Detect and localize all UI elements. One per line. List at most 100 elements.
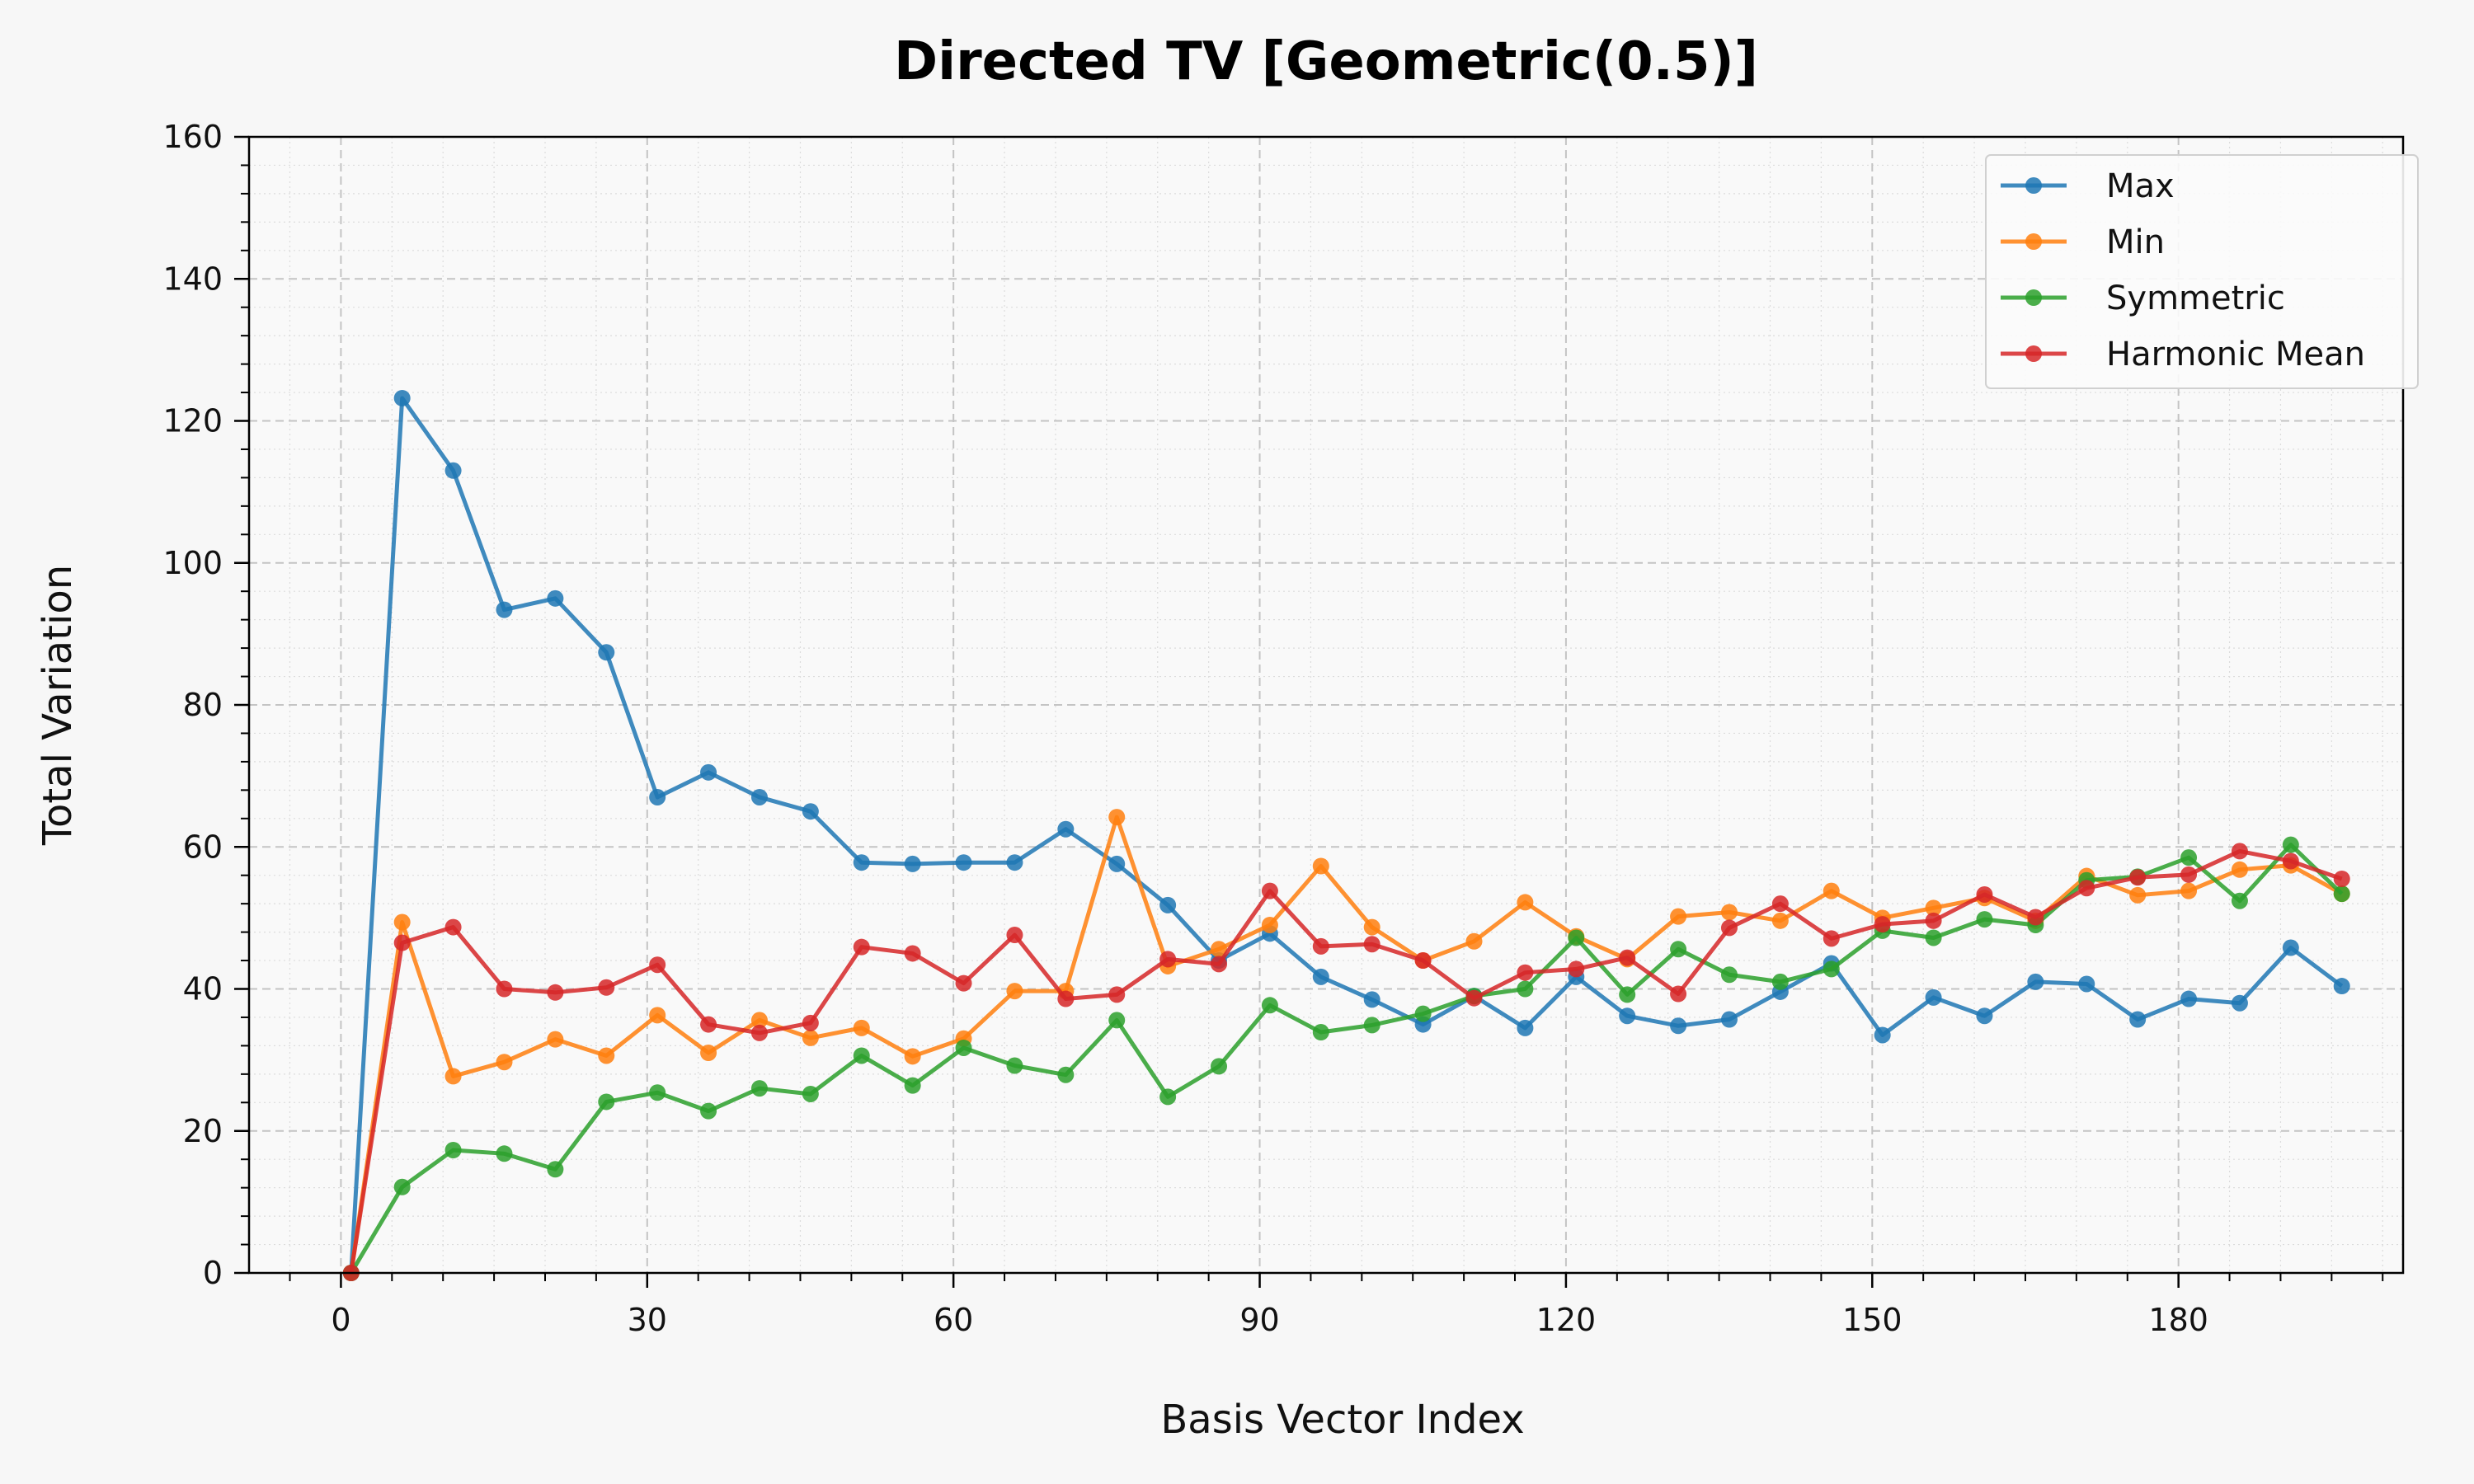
y-tick-label: 80 [183, 687, 223, 723]
data-point-symmetric [802, 1085, 819, 1102]
data-point-max [1976, 1007, 1993, 1025]
data-point-max [393, 389, 411, 406]
data-point-min [598, 1047, 615, 1064]
data-point-max [444, 462, 462, 479]
data-point-max [853, 854, 870, 871]
data-point-symmetric [750, 1080, 768, 1097]
data-point-harmonic-mean [1568, 960, 1585, 978]
data-point-max [1517, 1019, 1534, 1036]
data-point-max [2333, 978, 2350, 995]
data-point-symmetric [904, 1077, 921, 1094]
legend: Max Min Symmetric Harmonic Mean [1985, 154, 2419, 389]
data-point-harmonic-mean [2231, 843, 2248, 860]
data-point-harmonic-mean [1312, 937, 1329, 955]
series-max [342, 389, 2350, 1281]
y-tick-label: 60 [183, 829, 223, 865]
data-point-symmetric [444, 1142, 462, 1159]
data-point-symmetric [1414, 1005, 1432, 1022]
data-point-harmonic-mean [1720, 919, 1738, 937]
data-point-max [700, 763, 717, 781]
data-point-min [1517, 894, 1534, 911]
data-point-max [1159, 896, 1177, 913]
data-point-symmetric [2282, 836, 2299, 853]
data-point-max [1874, 1026, 1891, 1044]
series-line-max [349, 396, 2344, 1274]
data-point-harmonic-mean [1363, 936, 1380, 953]
data-point-min [1465, 932, 1483, 950]
data-point-symmetric [1363, 1017, 1380, 1034]
x-tick-label: 60 [934, 1302, 973, 1338]
x-tick-label: 30 [628, 1302, 667, 1338]
y-tick-label: 20 [183, 1113, 223, 1149]
legend-marker-symmetric [2025, 289, 2042, 306]
data-point-min [1312, 857, 1329, 875]
series-line-min [349, 815, 2343, 1274]
legend-marker-max [2025, 177, 2042, 194]
data-point-symmetric [649, 1084, 666, 1101]
data-point-symmetric [598, 1093, 615, 1111]
data-point-harmonic-mean [1874, 916, 1891, 933]
data-point-max [2027, 973, 2044, 990]
data-point-harmonic-mean [853, 938, 870, 956]
data-point-harmonic-mean [1414, 952, 1432, 970]
data-point-max [2078, 975, 2095, 993]
data-point-symmetric [700, 1102, 717, 1120]
data-point-max [2282, 939, 2299, 956]
data-point-symmetric [2333, 885, 2350, 903]
x-axis-label: Basis Vector Index [1160, 1397, 1524, 1443]
data-point-harmonic-mean [1261, 882, 1278, 899]
data-point-symmetric [2180, 849, 2198, 866]
data-point-max [1108, 855, 1126, 872]
data-point-min [393, 913, 411, 931]
data-point-min [1720, 904, 1738, 921]
data-point-harmonic-mean [496, 980, 513, 998]
data-point-harmonic-mean [1823, 930, 1840, 947]
data-point-max [1619, 1007, 1636, 1025]
data-point-harmonic-mean [1670, 985, 1687, 1003]
data-point-min [853, 1019, 870, 1036]
data-point-harmonic-mean [1517, 964, 1534, 981]
data-point-max [649, 788, 666, 805]
data-point-symmetric [393, 1178, 411, 1195]
data-point-harmonic-mean [1771, 895, 1789, 913]
data-point-symmetric [1720, 966, 1738, 984]
data-point-min [1771, 912, 1789, 929]
data-point-symmetric [1006, 1057, 1023, 1074]
data-point-max [904, 855, 921, 872]
data-point-min [2231, 861, 2248, 878]
data-point-max [1670, 1017, 1687, 1035]
legend-label-harmonic-mean: Harmonic Mean [2106, 336, 2365, 373]
data-point-harmonic-mean [444, 918, 462, 936]
data-point-harmonic-mean [700, 1016, 717, 1033]
y-tick-label: 0 [203, 1255, 223, 1291]
data-point-harmonic-mean [393, 934, 411, 951]
data-point-max [750, 788, 768, 805]
data-point-max [547, 589, 564, 607]
data-point-symmetric [496, 1145, 513, 1162]
data-point-harmonic-mean [2333, 871, 2350, 888]
data-point-harmonic-mean [750, 1024, 768, 1041]
data-point-max [1720, 1011, 1738, 1028]
data-point-symmetric [1108, 1012, 1126, 1029]
data-point-symmetric [1670, 941, 1687, 958]
data-point-symmetric [1568, 929, 1585, 946]
data-point-min [1211, 941, 1228, 958]
data-point-symmetric [1517, 980, 1534, 998]
data-point-max [1363, 991, 1380, 1008]
data-point-harmonic-mean [1976, 885, 1993, 903]
data-point-symmetric [1925, 929, 1942, 946]
chart-title: Directed TV [Geometric(0.5)] [894, 31, 1758, 92]
data-point-symmetric [1619, 986, 1636, 1003]
legend-marker-min [2025, 233, 2042, 250]
data-point-max [598, 644, 615, 661]
data-point-min [904, 1048, 921, 1065]
series-harmonic-mean [342, 843, 2350, 1281]
legend-label-symmetric: Symmetric [2106, 279, 2285, 317]
x-tick-label: 120 [1536, 1302, 1597, 1338]
data-point-max [1925, 989, 1942, 1006]
data-point-harmonic-mean [649, 956, 666, 974]
data-point-max [955, 854, 972, 871]
x-tick-label: 90 [1239, 1302, 1279, 1338]
data-point-max [1312, 968, 1329, 985]
